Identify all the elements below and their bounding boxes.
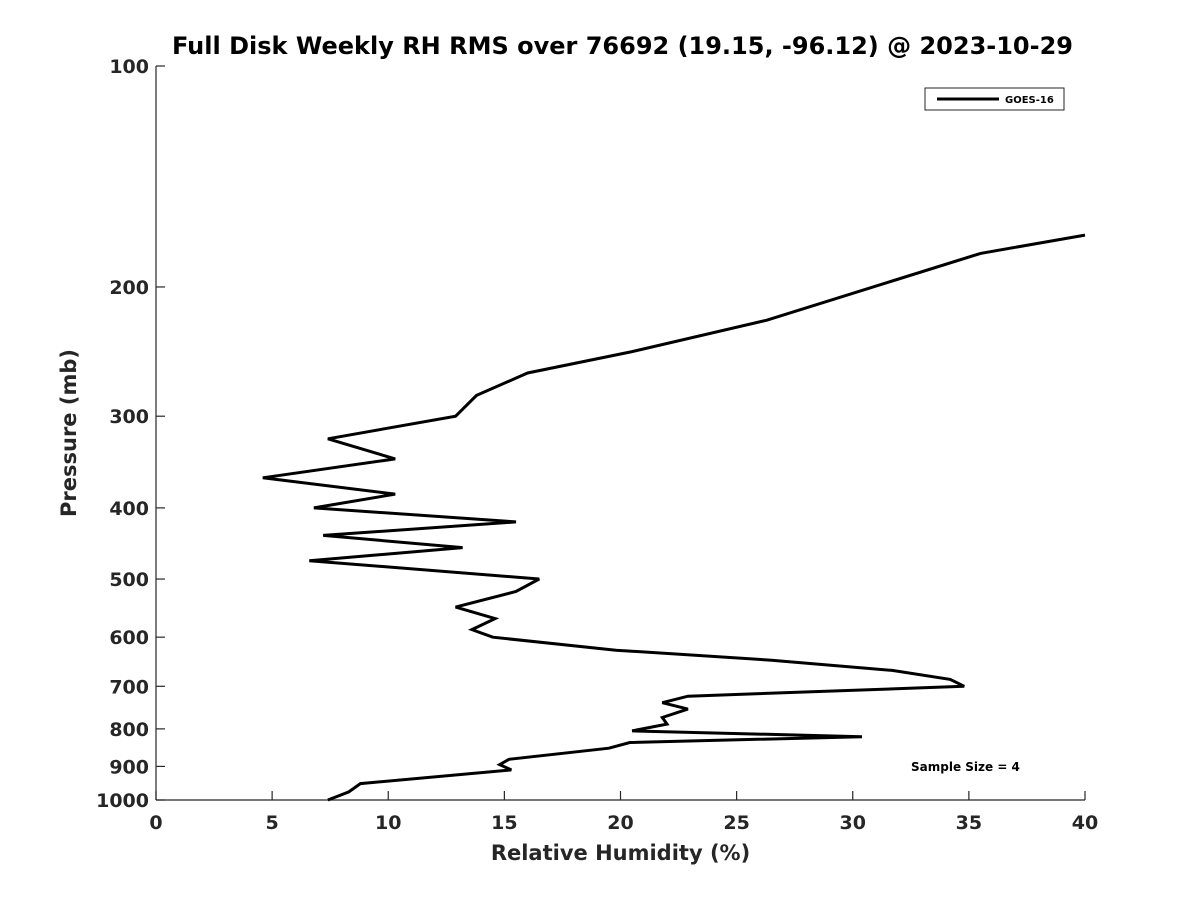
chart-title: Full Disk Weekly RH RMS over 76692 (19.1…	[172, 32, 1073, 60]
y-tick-label: 500	[109, 569, 149, 591]
y-tick-label: 100	[109, 56, 149, 78]
y-tick-label: 1000	[96, 790, 149, 812]
legend: GOES-16	[924, 87, 1065, 111]
x-tick-label: 5	[266, 812, 279, 834]
series-line-goes-16	[262, 233, 1086, 802]
legend-entry: GOES-16	[1005, 95, 1054, 106]
x-tick-label: 35	[956, 812, 982, 834]
x-tick-label: 20	[607, 812, 633, 834]
y-tick-label: 900	[109, 756, 149, 778]
y-tick-label: 300	[109, 406, 149, 428]
y-tick-label: 200	[109, 277, 149, 299]
x-axis-label: Relative Humidity (%)	[491, 841, 750, 865]
x-tick-label: 10	[375, 812, 401, 834]
y-axis-label: Pressure (mb)	[57, 349, 81, 517]
y-tick-label: 700	[109, 676, 149, 698]
x-tick-label: 15	[491, 812, 517, 834]
sample-size-annotation: Sample Size = 4	[911, 760, 1020, 774]
x-tick-label: 25	[723, 812, 749, 834]
x-tick-label: 30	[840, 812, 866, 834]
x-tick-label: 40	[1072, 812, 1098, 834]
y-tick-label: 600	[109, 627, 149, 649]
x-tick-label: 0	[149, 812, 162, 834]
y-tick-label: 800	[109, 719, 149, 741]
y-tick-label: 400	[109, 498, 149, 520]
